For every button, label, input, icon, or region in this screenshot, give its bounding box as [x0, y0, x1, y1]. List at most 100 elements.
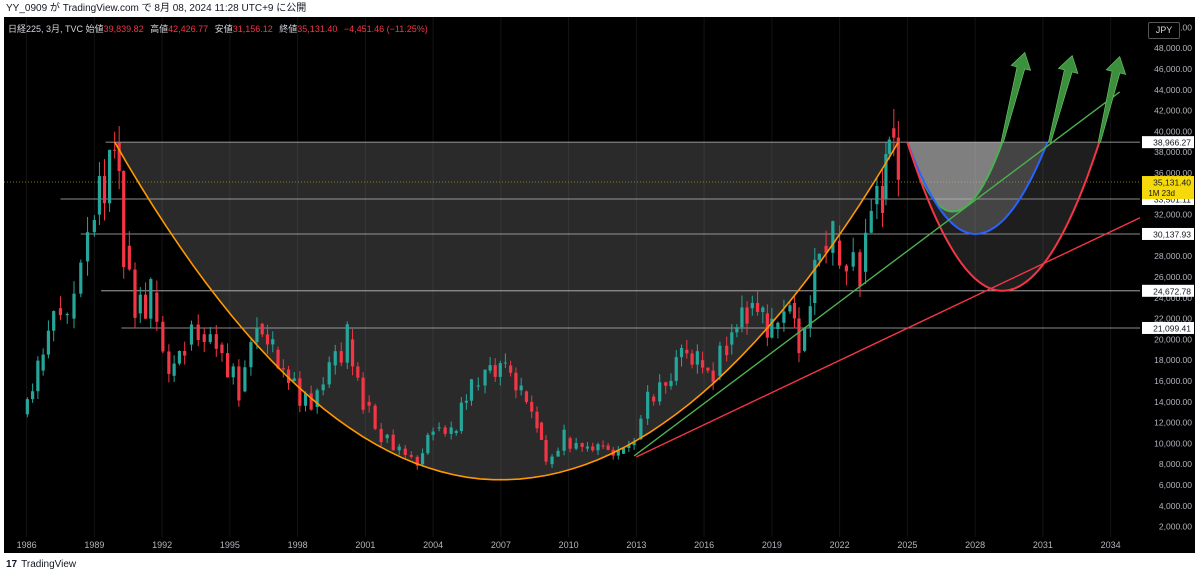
y-tick-label: 32,000.00	[1154, 210, 1192, 220]
x-tick-label: 1986	[17, 540, 37, 550]
candle-body	[321, 384, 325, 391]
candle-body	[415, 456, 419, 466]
candle-body	[844, 265, 849, 272]
candle-body	[509, 365, 513, 373]
y-tick-label: 10,000.00	[1154, 438, 1192, 448]
price-level-badge	[1142, 227, 1194, 240]
y-tick-label: 12,000.00	[1154, 418, 1192, 428]
x-tick-label: 2007	[491, 540, 511, 550]
candle-body	[544, 439, 548, 462]
candle-body	[117, 142, 121, 172]
candle-body	[735, 327, 739, 333]
price-level-label: 38,966.27	[1153, 138, 1191, 148]
candle-body	[172, 363, 176, 376]
candle-body	[718, 345, 722, 376]
candle-body	[107, 149, 112, 204]
legend-open-value: 39,839.82	[103, 24, 144, 34]
candle-body	[333, 351, 337, 366]
last-price-badge	[1142, 176, 1194, 200]
candle-body	[243, 367, 247, 392]
candle-body	[397, 446, 401, 451]
candle-body	[127, 245, 131, 270]
y-tick-label: 4,000.00	[1159, 501, 1192, 511]
candle-body	[740, 307, 744, 328]
candle-body	[695, 351, 699, 365]
cup-fill	[114, 142, 899, 480]
y-tick-label: 48,000.00	[1154, 43, 1192, 53]
x-tick-label: 2031	[1033, 540, 1053, 550]
y-tick-label: 8,000.00	[1159, 459, 1192, 469]
candle-body	[409, 455, 413, 457]
candle-body	[85, 232, 90, 262]
candle-body	[639, 418, 643, 440]
candle-body	[851, 252, 855, 267]
candle-body	[817, 253, 821, 260]
candle-body	[580, 443, 584, 447]
candle-body	[138, 294, 142, 314]
x-tick-label: 1995	[220, 540, 240, 550]
candle-body	[674, 357, 678, 381]
candle-body	[97, 176, 102, 215]
candle-body	[562, 429, 566, 451]
candle-body	[189, 324, 194, 345]
candle-body	[824, 245, 828, 253]
candle-body	[838, 240, 842, 266]
candle-body	[808, 306, 812, 329]
x-tick-label: 2022	[830, 540, 850, 550]
candle-body	[309, 393, 313, 410]
trendline	[633, 91, 1121, 457]
legend-close-label: 終値	[279, 24, 298, 34]
candle-body	[730, 332, 734, 345]
legend-close-value: 35,131.40	[297, 24, 338, 34]
candle-body	[225, 353, 230, 378]
projection-arrow	[1097, 55, 1127, 143]
y-tick-label: 28,000.00	[1154, 251, 1192, 261]
candle-body	[431, 431, 435, 435]
candle-body	[237, 366, 241, 401]
candle-body	[745, 307, 749, 324]
y-tick-label: 38,000.00	[1154, 147, 1192, 157]
footer: 17 TradingView	[0, 553, 1200, 577]
candle-body	[725, 345, 729, 356]
candle-body	[476, 385, 480, 387]
chart-area[interactable]: 2,000.00 4,000.00 6,000.00 8,000.00 10,000.0…	[4, 17, 1195, 553]
last-price-countdown: 1M 23d	[1148, 189, 1175, 198]
candle-body	[863, 232, 868, 272]
candle-body	[303, 393, 308, 406]
candle-body	[884, 154, 888, 199]
candle-body	[41, 354, 45, 371]
x-tick-label: 2028	[965, 540, 985, 550]
candle-body	[755, 302, 760, 312]
candle-body	[72, 293, 76, 319]
candle-body	[750, 302, 754, 309]
candle-body	[79, 262, 83, 294]
candle-body	[797, 318, 801, 354]
x-tick-label: 2001	[355, 540, 375, 550]
projection-arrow	[1048, 54, 1079, 143]
price-level-label: 24,672.78	[1153, 286, 1191, 296]
candle-body	[803, 328, 807, 351]
candle-body	[315, 390, 319, 407]
candle-body	[519, 385, 523, 391]
price-level-label: 33,501.11	[1154, 194, 1191, 204]
candle-body	[443, 427, 447, 434]
candle-body	[813, 259, 817, 303]
candle-body	[627, 445, 631, 449]
candle-body	[167, 351, 171, 374]
candle-body	[483, 369, 487, 386]
candle-body	[568, 438, 572, 449]
candle-body	[469, 379, 474, 401]
candle-body	[25, 399, 29, 415]
x-tick-label: 2034	[1101, 540, 1121, 550]
price-chart[interactable]: 2,000.00 4,000.00 6,000.00 8,000.00 10,000.0…	[4, 17, 1195, 553]
candle-body	[281, 368, 285, 370]
candle-body	[765, 313, 769, 338]
candle-body	[498, 363, 502, 377]
candle-body	[208, 334, 212, 342]
x-tick-label: 1989	[84, 540, 104, 550]
candle-body	[535, 411, 539, 429]
candle-body	[102, 176, 107, 204]
currency-button[interactable]: JPY	[1148, 22, 1180, 39]
candle-body	[776, 322, 780, 329]
x-tick-label: 2019	[762, 540, 782, 550]
